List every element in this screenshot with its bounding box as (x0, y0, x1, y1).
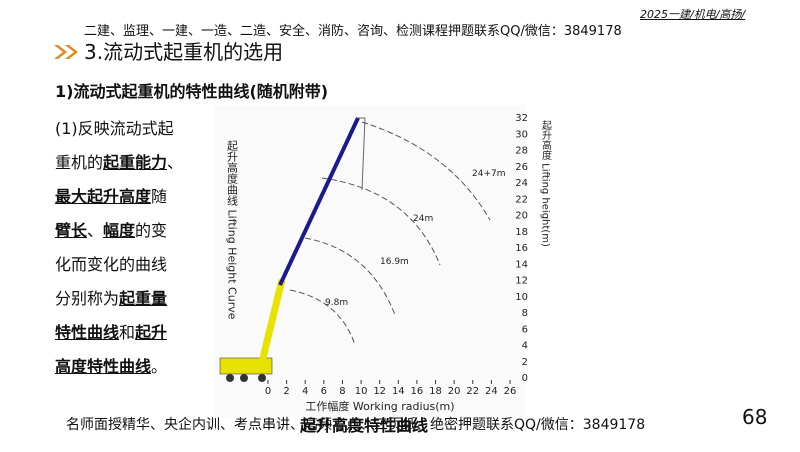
x-tick-label: 22 (466, 386, 479, 397)
figure-caption: 起升高度特性曲线 (300, 416, 429, 435)
subtitle: 1)流动式起重机的特性曲线(随机附带) (55, 82, 329, 101)
body-segment: 分别称为 (55, 289, 120, 308)
y-tick-label: 16 (515, 243, 528, 254)
crane (219, 117, 366, 382)
y-tick-label: 2 (522, 357, 528, 368)
body-line: 高度特性曲线。 (55, 350, 183, 384)
y-tick-label: 6 (522, 324, 528, 335)
x-tick-label: 6 (321, 386, 327, 397)
y-tick-label: 0 (522, 373, 528, 384)
body-segment: 、 (87, 221, 104, 240)
emphasis-text: 幅度 (103, 221, 136, 240)
y-tick-label: 26 (515, 162, 528, 173)
emphasis-text: 最大起升高度 (55, 187, 152, 206)
body-segment: 重机的 (55, 153, 104, 172)
footer-contact: 名师面授精华、央企内训、考点串讲、高频考点、三页纸、绝密押题联系QQ/微信：38… (66, 417, 646, 433)
body-segment: 化而变化的曲线 (55, 255, 168, 274)
y-tick-label: 18 (515, 227, 528, 238)
body-line: 重机的起重能力、 (55, 146, 183, 180)
curve-label: 24m (413, 214, 433, 224)
y-tick-label: 28 (515, 146, 528, 157)
y-tick-label: 14 (515, 259, 528, 270)
emphasis-text: 起重量 (119, 289, 168, 308)
y-tick-label: 32 (515, 113, 528, 124)
x-tick-label: 16 (411, 386, 424, 397)
body-line: 化而变化的曲线 (55, 248, 183, 282)
body-line: 分别称为起重量 (55, 282, 183, 316)
body-line: 臂长、幅度的变 (55, 214, 183, 248)
emphasis-text: 高度特性曲线 (55, 357, 152, 376)
x-tick-label: 24 (485, 386, 498, 397)
emphasis-text: 起升 (135, 323, 168, 342)
x-tick-label: 26 (504, 386, 517, 397)
body-text: (1)反映流动式起 重机的起重能力、 最大起升高度随 臂长、幅度的变 化而变化的曲线 分别… (55, 112, 183, 384)
header-tag: 2025一建/机电/高扬/ (640, 8, 746, 21)
right-label: 起升高度 Lifting height(m) (540, 120, 552, 247)
y-tick-label: 4 (522, 341, 528, 352)
body-line: (1)反映流动式起 (55, 112, 183, 146)
x-tick-label: 4 (302, 386, 308, 397)
y-tick-label: 22 (515, 194, 528, 205)
emphasis-text: 特性曲线 (55, 323, 120, 342)
x-tick-label: 10 (355, 386, 368, 397)
curves (289, 121, 491, 346)
header-contact: 二建、监理、一建、一造、二造、安全、消防、咨询、检测课程押题联系QQ/微信：38… (84, 24, 622, 39)
x-tick-label: 12 (373, 386, 386, 397)
body-line: 特性曲线和起升 (55, 316, 183, 350)
left-label: 起升高度曲线 Lifting Height Curve (226, 140, 239, 320)
body-segment: 随 (151, 187, 168, 206)
emphasis-text: 臂长 (55, 221, 88, 240)
body-segment: 的变 (135, 221, 168, 240)
body-segment: (1)反映流动式起 (55, 119, 174, 138)
y-tick-label: 10 (515, 292, 528, 303)
x-axis-label: 工作幅度 Working radius(m) (305, 399, 454, 413)
x-tick-label: 2 (283, 386, 289, 397)
body-segment: 。 (151, 357, 168, 376)
body-segment: 、 (167, 153, 184, 172)
y-tick-label: 12 (515, 276, 528, 287)
y-tick-label: 20 (515, 211, 528, 222)
x-tick-label: 8 (339, 386, 345, 397)
curve-label: 16.9m (380, 257, 409, 267)
page-number: 68 (742, 405, 768, 429)
curve-label: 9.8m (325, 298, 348, 308)
body-segment: 和 (119, 323, 136, 342)
y-tick-label: 8 (522, 308, 528, 319)
x-tick-label: 14 (392, 386, 405, 397)
emphasis-text: 起重能力 (103, 153, 168, 172)
y-tick-label: 30 (515, 129, 528, 140)
curve-label: 24+7m (472, 169, 506, 179)
x-tick-label: 0 (265, 386, 271, 397)
x-tick-label: 18 (429, 386, 442, 397)
x-tick-label: 20 (448, 386, 461, 397)
slide-title: 3.流动式起重机的选用 (84, 40, 284, 64)
body-line: 最大起升高度随 (55, 180, 183, 214)
title-arrows (54, 45, 78, 59)
y-tick-label: 24 (515, 178, 528, 189)
